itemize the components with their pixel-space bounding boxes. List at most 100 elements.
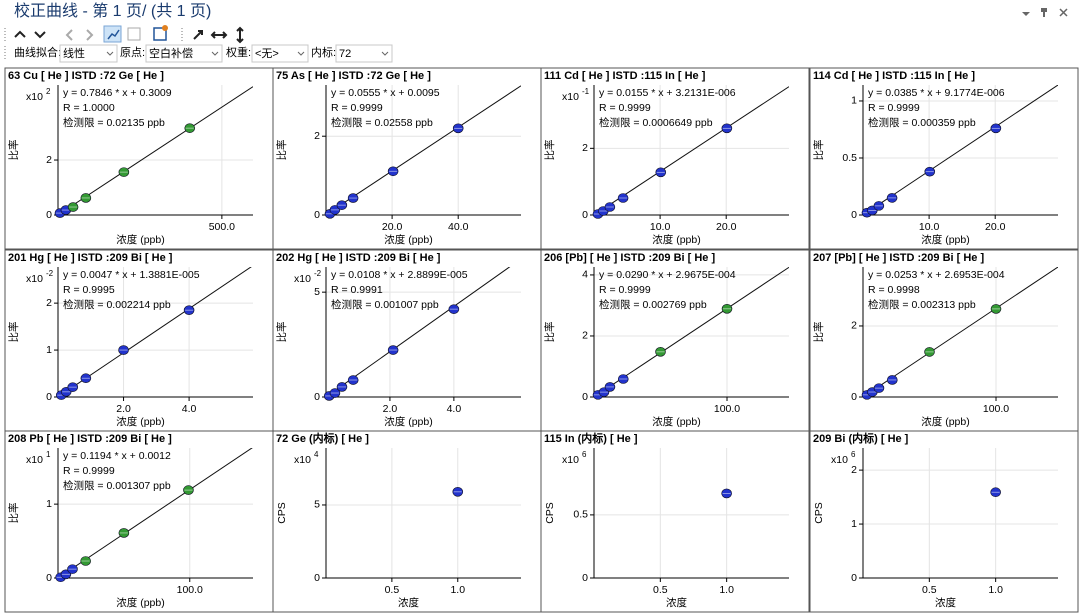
panel-title: 202 Hg [ He ] ISTD :209 Bi [ He ] — [276, 252, 441, 264]
fit-line — [326, 85, 521, 215]
calibration-panel: 114 Cd [ He ] ISTD :115 In [ He ] 0 0.5 1 10… — [809, 67, 1079, 250]
equation-annotation: 检测限 = 0.001307 ppb — [63, 479, 171, 492]
pin-icon[interactable] — [1041, 8, 1047, 17]
equation-annotation: R = 0.9999 — [331, 102, 383, 114]
calibration-panel: 208 Pb [ He ] ISTD :209 Bi [ He ] 0 1 100.0… — [4, 430, 274, 613]
fit-line — [863, 85, 1058, 215]
y-tick-label: 0 — [314, 572, 320, 584]
equation-annotation: R = 0.9999 — [63, 465, 115, 477]
panel-frame — [4, 249, 274, 432]
equation-annotation: R = 1.0000 — [63, 102, 115, 114]
x-axis-label: 浓度 (ppb) — [652, 233, 700, 246]
panel-title: 206 [Pb] [ He ] ISTD :209 Bi [ He ] — [544, 252, 715, 264]
y-tick-label: 2 — [46, 297, 52, 309]
window-title: 校正曲线 - 第 1 页/ (共 1 页) — [14, 2, 211, 20]
x-tick-label: 100.0 — [983, 403, 1009, 415]
equation-annotation: y = 0.0555 * x + 0.0095 — [331, 87, 440, 99]
close-icon[interactable] — [1059, 8, 1068, 17]
select-value: 线性 — [63, 46, 85, 60]
equation-annotation: R = 0.9999 — [599, 284, 651, 296]
y-multiplier: x10 — [831, 454, 848, 466]
y-exponent: -2 — [314, 269, 322, 278]
x-tick-label: 0.5 — [653, 584, 668, 596]
x-tick-label: 0.5 — [385, 584, 400, 596]
y-tick-label: 0 — [582, 572, 588, 584]
x-axis-label: 浓度 (ppb) — [116, 233, 164, 246]
option-select[interactable]: 线性 — [59, 44, 118, 63]
panel-frame — [272, 430, 542, 613]
table-view-button[interactable] — [127, 27, 141, 41]
x-tick-label: 4.0 — [182, 403, 197, 415]
select-box[interactable] — [145, 44, 223, 63]
option-select[interactable]: <无> — [251, 44, 309, 63]
y-multiplier: x10 — [562, 454, 579, 466]
select-box[interactable] — [251, 44, 309, 63]
x-tick-label: 500.0 — [209, 221, 235, 233]
y-exponent: -2 — [46, 269, 54, 278]
y-axis-label: 比率 — [812, 140, 825, 161]
y-tick-label: 0 — [46, 391, 52, 403]
dropdown-icon[interactable] — [1022, 12, 1030, 16]
x-axis-label: 浓度 — [398, 596, 419, 609]
y-exponent: 2 — [46, 87, 51, 96]
panel-frame — [809, 430, 1079, 613]
prev-button[interactable] — [65, 29, 73, 41]
calibration-panel: 75 As [ He ] ISTD :72 Ge [ He ] 0 2 20.0 40.… — [272, 67, 542, 250]
fit-width-button[interactable] — [210, 31, 228, 39]
y-axis-label: 比率 — [812, 322, 825, 343]
panel-title: 207 [Pb] [ He ] ISTD :209 Bi [ He ] — [813, 252, 984, 264]
y-multiplier: x10 — [294, 454, 311, 466]
calibration-panel: 72 Ge (内标) [ He ] 0 5 0.5 1.0 浓度 CPS x10 4 — [272, 430, 542, 613]
y-tick-label: 0 — [582, 391, 588, 403]
equation-annotation: 检测限 = 0.000359 ppb — [868, 116, 976, 129]
export-button[interactable] — [153, 27, 167, 41]
next-button[interactable] — [86, 29, 94, 41]
equation-annotation: R = 0.9995 — [63, 284, 115, 296]
y-axis-label: 比率 — [7, 322, 20, 343]
select-box[interactable] — [335, 44, 393, 63]
toolbar — [4, 25, 244, 60]
select-arrow — [381, 51, 389, 56]
select-arrow — [211, 51, 219, 56]
y-axis-label: 比率 — [275, 140, 288, 161]
chart-view-icon — [107, 29, 120, 40]
panel-frame — [809, 67, 1079, 250]
equation-annotation: y = 0.0047 * x + 1.3881E-005 — [63, 269, 200, 281]
y-tick-label: 0.5 — [573, 509, 588, 521]
panel-frame — [272, 67, 542, 250]
y-tick-label: 0 — [851, 209, 857, 221]
x-tick-label: 100.0 — [714, 403, 740, 415]
x-tick-label: 2.0 — [116, 403, 131, 415]
x-tick-label: 1.0 — [719, 584, 734, 596]
y-tick-label: 0 — [314, 391, 320, 403]
panel-title: 63 Cu [ He ] ISTD :72 Ge [ He ] — [8, 70, 164, 82]
equation-annotation: y = 0.0385 * x + 9.1774E-006 — [868, 87, 1005, 99]
calibration-panel: 115 In (内标) [ He ] 0 0.5 0.5 1.0 浓度 CPS x10 6 — [540, 430, 810, 613]
x-axis-label: 浓度 (ppb) — [921, 415, 969, 428]
select-value: 空白补偿 — [149, 46, 193, 60]
panel-title: 111 Cd [ He ] ISTD :115 In [ He ] — [544, 70, 706, 82]
select-box[interactable] — [59, 44, 118, 63]
panel-frame — [809, 249, 1079, 432]
calibration-panel: 207 [Pb] [ He ] ISTD :209 Bi [ He ] 0 2 100… — [809, 249, 1079, 432]
x-tick-label: 4.0 — [447, 403, 462, 415]
x-tick-label: 40.0 — [448, 221, 469, 233]
fit-button[interactable] — [193, 30, 203, 40]
equation-annotation: R = 0.9998 — [868, 284, 920, 296]
calibration-panel: 111 Cd [ He ] ISTD :115 In [ He ] 0 2 10.0 2… — [540, 67, 810, 250]
up-button[interactable] — [14, 30, 26, 38]
equation-annotation: 检测限 = 0.002214 ppb — [63, 298, 171, 311]
option-select[interactable]: 72 — [335, 44, 393, 63]
equation-annotation: y = 0.0155 * x + 3.2131E-006 — [599, 87, 736, 99]
fit-height-button[interactable] — [236, 26, 244, 44]
panel-title: 72 Ge (内标) [ He ] — [276, 431, 369, 445]
equation-annotation: 检测限 = 0.0006649 ppb — [599, 116, 713, 129]
equation-annotation: 检测限 = 0.002769 ppb — [599, 298, 707, 311]
window-controls[interactable] — [1022, 8, 1068, 17]
panel-title: 114 Cd [ He ] ISTD :115 In [ He ] — [813, 70, 975, 82]
option-select[interactable]: 空白补偿 — [145, 44, 223, 63]
x-axis-label: 浓度 (ppb) — [384, 415, 432, 428]
equation-annotation: R = 0.9991 — [331, 284, 383, 296]
panel-title: 75 As [ He ] ISTD :72 Ge [ He ] — [276, 70, 431, 82]
down-button[interactable] — [34, 31, 46, 39]
